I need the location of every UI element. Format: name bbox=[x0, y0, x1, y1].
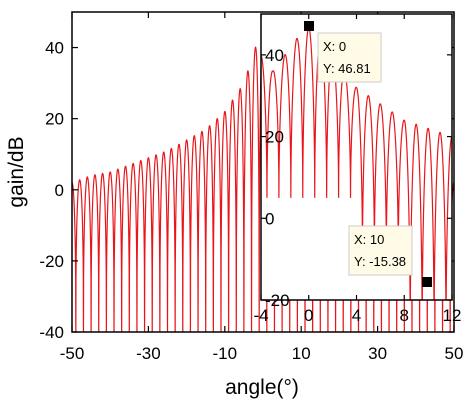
inset-x-tick-label: 8 bbox=[400, 306, 409, 325]
datatip-box bbox=[317, 32, 382, 83]
datatip-x-text: X: 10 bbox=[354, 232, 384, 247]
y-axis-label: gain/dB bbox=[5, 136, 28, 207]
y-tick-label: 20 bbox=[45, 110, 64, 129]
x-tick-label: -30 bbox=[136, 344, 161, 363]
inset-y-tick-label: 0 bbox=[265, 209, 274, 228]
y-tick-label: -20 bbox=[39, 252, 64, 271]
datatip-x-text: X: 0 bbox=[323, 39, 346, 54]
datatip-y-text: Y: 46.81 bbox=[323, 61, 371, 76]
inset-x-tick-label: 0 bbox=[304, 306, 313, 325]
datatip-marker bbox=[304, 21, 314, 31]
y-tick-label: 40 bbox=[45, 39, 64, 58]
inset-series-line bbox=[261, 26, 452, 300]
y-tick-label: -40 bbox=[39, 323, 64, 342]
datatip-y-text: Y: -15.38 bbox=[354, 254, 406, 269]
x-tick-label: -10 bbox=[213, 344, 238, 363]
datatip-box bbox=[348, 225, 413, 276]
datatips: X: 0 Y: 46.81 X: 10 Y: -15.38 bbox=[304, 21, 432, 287]
inset-plot: -4 0 4 8 12 -20 0 20 40 X: 0 Y: 46.81 X: 10 Y: -15.… bbox=[253, 13, 461, 325]
inset-x-tick-label: 12 bbox=[443, 306, 462, 325]
datatip: X: 0 Y: 46.81 bbox=[304, 21, 382, 83]
inset-y-tick-label: 40 bbox=[265, 46, 284, 65]
x-axis-label: angle(°) bbox=[225, 376, 299, 399]
datatip-marker bbox=[422, 277, 432, 287]
inset-x-tick-label: -4 bbox=[253, 306, 268, 325]
inset-ticks: -4 0 4 8 12 -20 0 20 40 bbox=[253, 14, 461, 325]
x-tick-label: 30 bbox=[368, 344, 387, 363]
y-tick-label: 0 bbox=[55, 181, 64, 200]
inset-y-tick-label: 20 bbox=[265, 128, 284, 147]
x-tick-label: 50 bbox=[445, 344, 464, 363]
x-tick-label: 10 bbox=[292, 344, 311, 363]
inset-x-tick-label: 4 bbox=[352, 306, 361, 325]
main-plot-frame bbox=[71, 11, 455, 333]
x-tick-label: -50 bbox=[60, 344, 85, 363]
datatip: X: 10 Y: -15.38 bbox=[348, 225, 432, 287]
inset-y-tick-label: -20 bbox=[265, 291, 290, 310]
